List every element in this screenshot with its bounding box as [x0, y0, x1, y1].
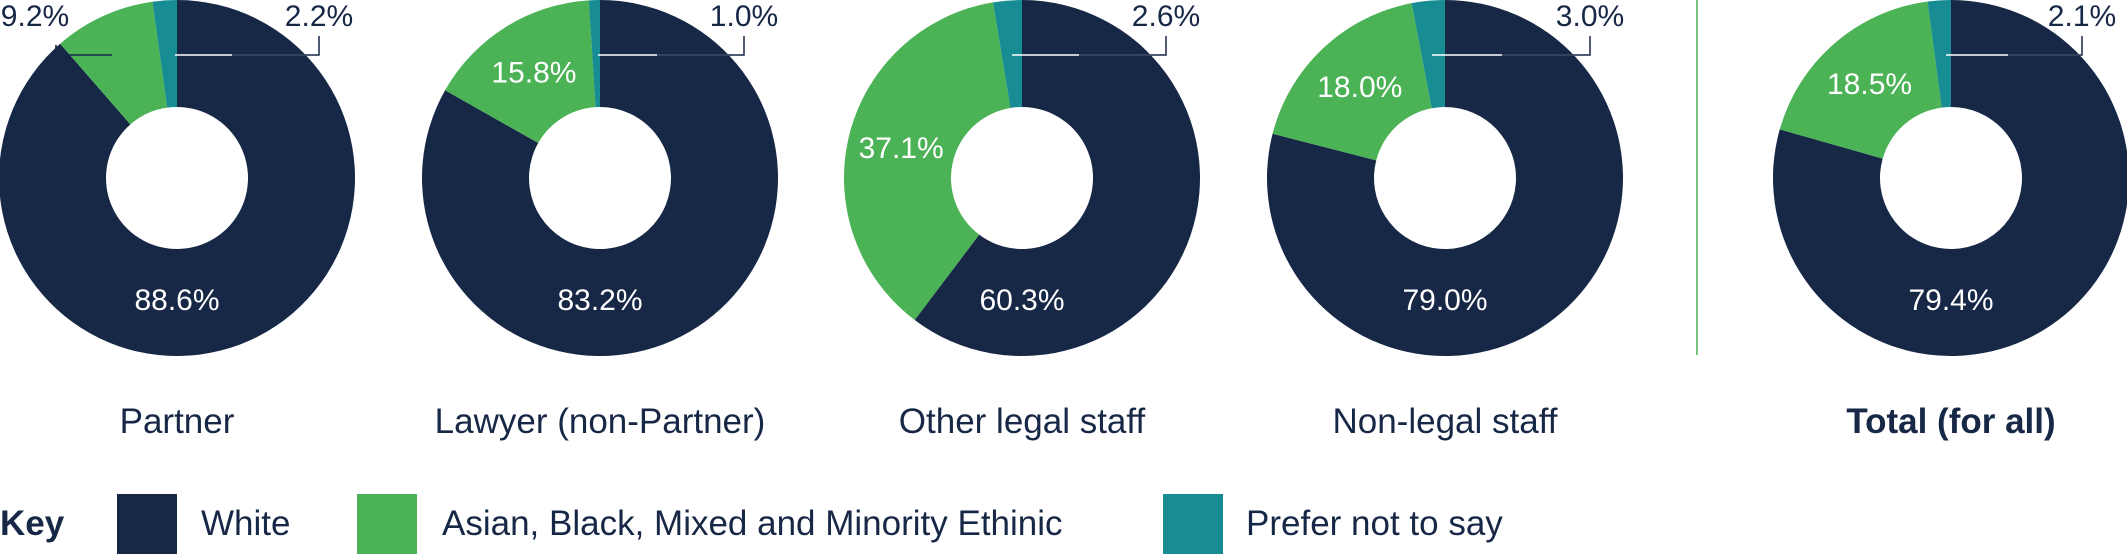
data-label-prefer-not-to-say-lawyer-non-partner: 1.0%	[710, 0, 778, 33]
slice-white-partner	[0, 0, 355, 356]
data-label-white-total-for-all: 79.4%	[1908, 284, 1993, 317]
slice-prefer-not-to-say-lawyer-non-partner	[588, 0, 600, 108]
donut-chart-other-legal-staff: 60.3% 37.1% 2.6%	[843, 0, 1200, 356]
legend-swatch-prefer-not-to-say	[1163, 494, 1223, 554]
donut-chart-non-legal-staff: 79.0% 18.0% 3.0%	[1266, 0, 1624, 356]
data-label-white-other-legal-staff: 60.3%	[979, 284, 1064, 317]
legend-label-asian-black-mixed-and-minority-ethinic: Asian, Black, Mixed and Minority Ethinic	[442, 504, 1063, 543]
slice-white-other-legal-staff	[914, 0, 1200, 356]
data-label-prefer-not-to-say-non-legal-staff: 3.0%	[1556, 0, 1624, 33]
slice-asian-black-mixed-and-minority-ethinic-lawyer-non-partner	[445, 0, 596, 144]
slice-prefer-not-to-say-total-for-all	[1927, 0, 1951, 108]
legend-label-white: White	[201, 504, 290, 543]
donut-chart-total-for-all: 79.4% 18.5% 2.1%	[1773, 0, 2127, 356]
category-label-total-for-all: Total (for all)	[1846, 402, 2055, 441]
slice-prefer-not-to-say-other-legal-staff	[993, 0, 1022, 108]
slice-asian-black-mixed-and-minority-ethinic-partner	[60, 1, 168, 125]
leader-line-outer-2	[1079, 36, 1167, 56]
category-label-other-legal-staff: Other legal staff	[899, 402, 1146, 441]
donut-chart-partner: 88.6% 9.2% 2.2%	[0, 0, 355, 356]
category-label-non-legal-staff: Non-legal staff	[1332, 402, 1557, 441]
donut-chart-lawyer-non-partner: 83.2% 15.8% 1.0%	[421, 0, 778, 356]
data-label-white-partner: 88.6%	[134, 284, 219, 317]
leader-line-outer-1	[657, 36, 745, 56]
legend: Key White Asian, Black, Mixed and Minority…	[0, 494, 1503, 554]
leader-line-outer-4	[2008, 36, 2083, 56]
leader-line-outer-3	[1502, 36, 1591, 56]
data-label-prefer-not-to-say-other-legal-staff: 2.6%	[1132, 0, 1200, 33]
slice-asian-black-mixed-and-minority-ethinic-total-for-all	[1779, 1, 1942, 159]
data-label-asian-black-mixed-and-minority-ethinic-lawyer-non-partner: 15.8%	[491, 56, 576, 89]
data-label-prefer-not-to-say-partner: 2.2%	[285, 0, 353, 33]
slice-prefer-not-to-say-non-legal-staff	[1411, 0, 1445, 109]
slice-asian-black-mixed-and-minority-ethinic-non-legal-staff	[1272, 3, 1432, 161]
data-label-asian-black-mixed-and-minority-ethinic-non-legal-staff: 18.0%	[1317, 71, 1402, 104]
leader-line-outer-0	[232, 36, 320, 56]
slice-prefer-not-to-say-partner	[152, 0, 177, 108]
slice-white-non-legal-staff	[1266, 0, 1623, 356]
category-label-lawyer-non-partner: Lawyer (non-Partner)	[435, 402, 766, 441]
data-label-asian-black-mixed-and-minority-ethinic-other-legal-staff: 37.1%	[859, 132, 944, 165]
legend-swatch-white	[117, 494, 177, 554]
data-label-asian-black-mixed-and-minority-ethinic-total-for-all: 18.5%	[1827, 68, 1912, 101]
legend-label-prefer-not-to-say: Prefer not to say	[1246, 504, 1503, 543]
legend-swatch-asian-black-mixed-and-minority-ethinic	[357, 494, 417, 554]
legend-title: Key	[0, 504, 65, 543]
data-label-white-lawyer-non-partner: 83.2%	[557, 284, 642, 317]
slice-white-lawyer-non-partner	[421, 0, 778, 356]
data-label-white-non-legal-staff: 79.0%	[1402, 284, 1487, 317]
data-label-asian-black-mixed-and-minority-ethinic-partner: 9.2%	[1, 0, 69, 33]
slice-asian-black-mixed-and-minority-ethinic-other-legal-staff	[843, 2, 1011, 321]
category-label-partner: Partner	[120, 402, 235, 441]
data-label-prefer-not-to-say-total-for-all: 2.1%	[2048, 0, 2116, 33]
slice-white-total-for-all	[1773, 0, 2127, 356]
